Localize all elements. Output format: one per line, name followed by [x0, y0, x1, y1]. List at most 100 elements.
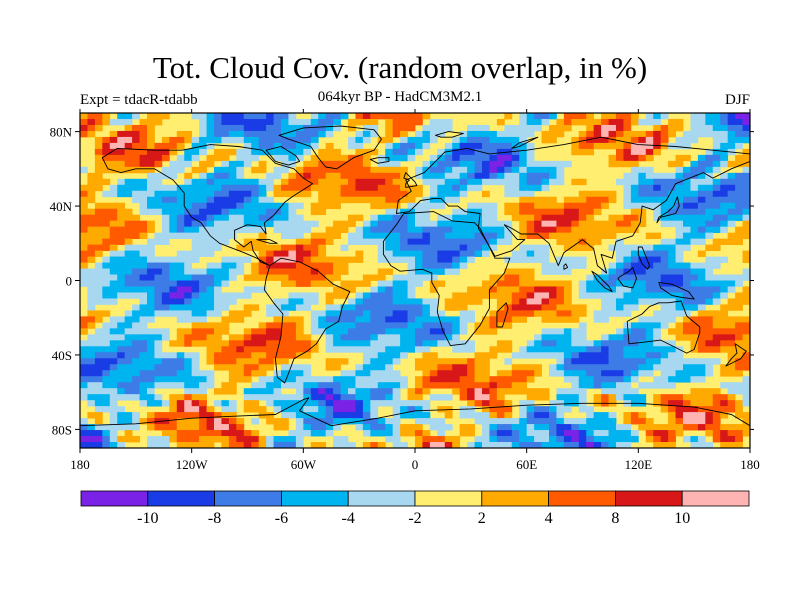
field-cell [519, 148, 528, 156]
field-cell [459, 262, 468, 269]
field-cell [482, 280, 490, 287]
field-cell [407, 244, 416, 251]
field-cell [333, 328, 341, 335]
field-cell [303, 160, 312, 168]
field-cell [132, 148, 140, 156]
field-cell [392, 142, 401, 150]
field-cell [154, 256, 163, 263]
field-cell [541, 232, 550, 240]
field-cell [556, 178, 565, 186]
field-cell [556, 262, 565, 269]
field-cell [578, 358, 587, 365]
field-cell [526, 130, 535, 138]
field-cell [489, 220, 498, 228]
field-cell [355, 370, 364, 377]
field-cell [221, 136, 230, 144]
field-cell [243, 328, 252, 335]
field-cell [362, 190, 371, 198]
field-cell [295, 412, 304, 419]
field-cell [437, 376, 446, 383]
field-cell [184, 136, 193, 144]
field-cell [206, 136, 215, 144]
field-cell [459, 208, 468, 216]
field-cell [519, 166, 528, 174]
field-cell [690, 370, 699, 377]
field-cell [534, 412, 542, 419]
field-cell [191, 136, 200, 144]
field-cell [623, 304, 632, 311]
field-cell [556, 352, 565, 359]
field-cell [638, 220, 647, 228]
field-cell [109, 208, 118, 216]
field-cell [392, 286, 401, 293]
field-cell [147, 118, 155, 126]
field-cell [683, 424, 691, 431]
field-cell [132, 370, 140, 377]
field-cell [273, 370, 282, 377]
field-cell [154, 334, 163, 341]
field-cell [362, 322, 371, 329]
field-cell [273, 310, 282, 317]
field-cell [325, 268, 334, 275]
field-cell [147, 184, 155, 192]
x-tick-label: 60W [291, 457, 317, 472]
field-cell [80, 113, 88, 120]
field-cell [147, 250, 155, 257]
field-cell [586, 442, 595, 448]
field-cell [109, 370, 118, 377]
field-cell [199, 340, 207, 347]
field-cell [94, 124, 103, 132]
field-cell [482, 430, 490, 437]
field-cell [243, 436, 252, 443]
field-cell [258, 334, 267, 341]
field-cell [318, 388, 327, 395]
field-cell [727, 286, 736, 293]
field-cell [727, 364, 736, 371]
field-cell [370, 328, 379, 335]
field-cell [437, 370, 446, 377]
field-cell [281, 250, 289, 257]
field-cell [340, 418, 349, 425]
field-cell [742, 412, 750, 419]
field-cell [720, 304, 729, 311]
field-cell [184, 292, 193, 299]
field-cell [653, 310, 662, 317]
field-cell [392, 148, 401, 156]
field-cell [251, 352, 260, 359]
field-cell [392, 190, 401, 198]
field-cell [407, 208, 416, 216]
field-cell [541, 346, 550, 353]
field-cell [415, 148, 423, 156]
field-cell [578, 256, 587, 263]
field-cell [377, 442, 386, 448]
field-cell [467, 394, 475, 401]
field-cell [690, 130, 699, 138]
field-cell [109, 424, 118, 431]
field-cell [467, 244, 475, 251]
field-cell [571, 142, 580, 150]
field-cell [429, 250, 438, 257]
field-cell [310, 412, 319, 419]
field-cell [266, 304, 274, 311]
field-cell [422, 124, 431, 132]
field-cell [407, 214, 416, 222]
field-cell [526, 346, 535, 353]
field-cell [370, 196, 379, 204]
field-cell [333, 316, 341, 323]
field-cell [690, 166, 699, 174]
field-cell [683, 190, 691, 198]
field-cell [720, 190, 729, 198]
field-cell [407, 220, 416, 228]
field-cell [563, 370, 572, 377]
field-cell [295, 280, 304, 287]
field-cell [295, 316, 304, 323]
novaya-zemlya-outline [511, 136, 539, 149]
field-cell [429, 238, 438, 246]
field-cell [385, 382, 394, 389]
field-cell [608, 118, 617, 126]
colorbar: -10 -8 -6 -4 -2 2 4 8 10 [80, 490, 750, 527]
field-cell [489, 406, 498, 413]
field-cell [549, 226, 557, 234]
field-cell [534, 172, 542, 180]
field-cell [668, 130, 676, 138]
